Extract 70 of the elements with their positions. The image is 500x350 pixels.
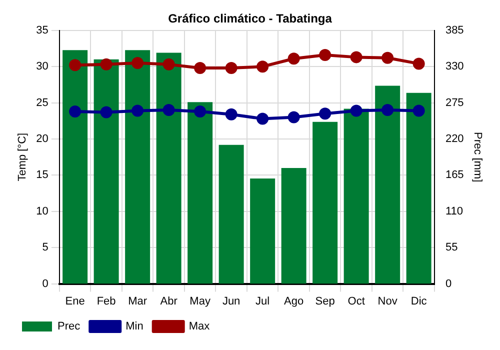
y-tick-label: 5	[42, 242, 48, 254]
point	[288, 52, 300, 65]
point	[69, 105, 82, 118]
bar	[281, 168, 306, 284]
bar	[250, 178, 276, 284]
y-axis-title: Temp [°C]	[16, 132, 29, 182]
legend-label: Prec	[58, 320, 81, 333]
point	[225, 108, 238, 120]
y-tick-label: 35	[36, 24, 48, 36]
point	[100, 106, 112, 118]
x-tick-label: Nov	[378, 295, 398, 308]
x-tick-label: Feb	[96, 295, 116, 308]
bar	[62, 50, 88, 284]
point	[412, 58, 425, 70]
point	[350, 51, 362, 64]
x-tick-label: Abr	[160, 295, 178, 308]
point	[162, 58, 175, 70]
point	[69, 59, 82, 72]
x-tick-label: Oct	[348, 295, 365, 308]
y2-tick-label: 220	[445, 133, 464, 146]
point	[132, 56, 144, 69]
point	[288, 111, 300, 124]
bar	[125, 50, 150, 284]
bar	[406, 92, 432, 284]
bar	[218, 144, 244, 284]
x-tick-label: Mar	[128, 295, 148, 308]
x-tick-label: Jun	[222, 295, 240, 308]
point	[100, 58, 112, 70]
bar	[94, 59, 119, 284]
y2-tick-label: 165	[445, 169, 464, 182]
x-tick-label: Sep	[315, 295, 335, 308]
point	[194, 62, 206, 74]
point	[162, 104, 175, 116]
legend-label: Max	[188, 320, 210, 333]
y-tick-label: 0	[42, 278, 48, 290]
bar	[344, 108, 369, 284]
y-tick-label: 25	[36, 96, 48, 109]
point	[256, 60, 269, 73]
point	[319, 49, 332, 62]
y2-tick-label: 275	[445, 96, 464, 109]
bar	[375, 86, 400, 284]
point	[382, 52, 394, 64]
point	[350, 104, 362, 117]
point	[225, 62, 238, 74]
bar	[312, 122, 338, 284]
y2-tick-label: 0	[445, 278, 452, 290]
y2-axis-title: Prec [mm]	[471, 132, 484, 182]
point	[319, 108, 332, 120]
point	[412, 104, 425, 117]
point	[132, 104, 144, 117]
y2-tick-label: 110	[445, 205, 463, 218]
legend-label: Min	[126, 320, 144, 333]
y2-tick-label: 55	[445, 242, 458, 254]
y-tick-label: 20	[36, 133, 48, 146]
bar	[156, 52, 182, 284]
point	[382, 104, 394, 116]
x-tick-label: May	[190, 295, 211, 308]
y2-tick-label: 385	[445, 24, 464, 36]
x-tick-label: Ago	[284, 295, 304, 308]
y-tick-label: 30	[36, 60, 48, 73]
bar	[188, 102, 213, 284]
y-tick-label: 10	[36, 205, 48, 218]
chart-title: Gráfico climático - Tabatinga	[168, 12, 332, 26]
y-tick-label: 15	[36, 169, 48, 182]
point	[256, 112, 269, 125]
point	[194, 105, 206, 118]
x-tick-label: Dic	[410, 295, 428, 308]
y2-tick-label: 330	[445, 60, 464, 73]
x-tick-label: Ene	[65, 295, 85, 308]
x-tick-label: Jul	[256, 295, 270, 308]
